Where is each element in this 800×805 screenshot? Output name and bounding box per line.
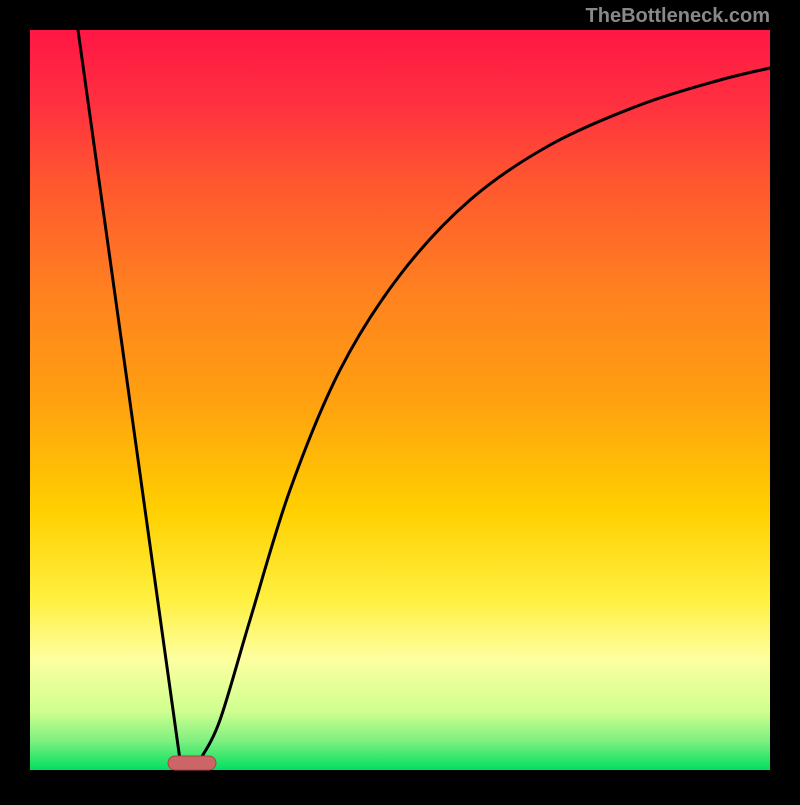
watermark-text: TheBottleneck.com [586,5,770,28]
chart-plot-area [30,30,770,770]
optimal-marker [168,756,216,770]
bottleneck-chart-svg [0,0,800,800]
chart-container: TheBottleneck.com [0,0,800,800]
